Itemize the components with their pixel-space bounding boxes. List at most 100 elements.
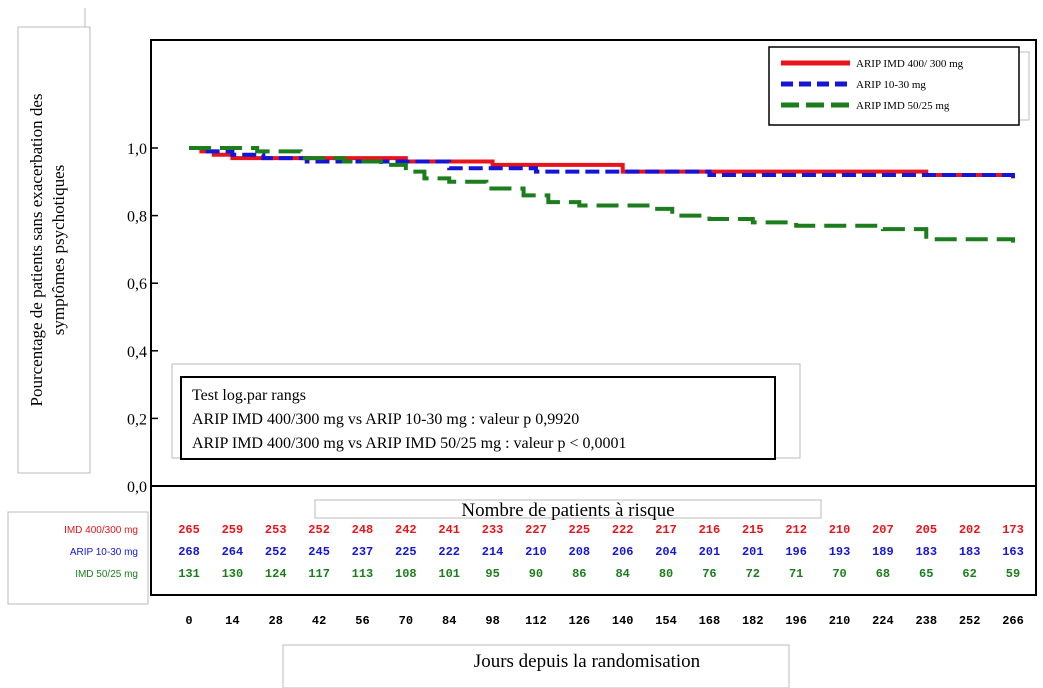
x-tick-label: 112 bbox=[525, 614, 547, 628]
risk-value: 201 bbox=[699, 545, 721, 559]
x-tick-label: 252 bbox=[959, 614, 981, 628]
risk-value: 80 bbox=[659, 567, 673, 581]
risk-value: 210 bbox=[829, 523, 851, 537]
risk-value: 193 bbox=[829, 545, 851, 559]
x-tick-label: 238 bbox=[915, 614, 937, 628]
risk-value: 265 bbox=[178, 523, 200, 537]
x-tick-label: 196 bbox=[785, 614, 807, 628]
risk-value: 207 bbox=[872, 523, 894, 537]
risk-value: 101 bbox=[438, 567, 460, 581]
risk-value: 84 bbox=[615, 567, 629, 581]
y-tick-label: 1,0 bbox=[127, 141, 147, 158]
risk-value: 95 bbox=[485, 567, 499, 581]
risk-value: 70 bbox=[832, 567, 846, 581]
x-axis-ticks: 0 14 28 42 56 70 84 98 112 126 140 154 168 182 196 210 2… bbox=[185, 614, 1023, 628]
y-axis-label-line: Pourcentage de patients sans exacerbatio… bbox=[27, 94, 46, 407]
risk-value: 72 bbox=[746, 567, 760, 581]
y-axis-label-line: symptômes psychotiques bbox=[49, 165, 68, 335]
risk-value: 215 bbox=[742, 523, 764, 537]
legend: ARIP IMD 400/ 300 mg ARIP 10-30 mg ARIP IM… bbox=[781, 58, 964, 112]
risk-value: 248 bbox=[352, 523, 374, 537]
y-tick-label: 0,2 bbox=[127, 411, 147, 428]
x-tick-label: 154 bbox=[655, 614, 677, 628]
x-tick-label: 126 bbox=[569, 614, 591, 628]
stats-line-1: ARIP IMD 400/300 mg vs ARIP 10-30 mg : v… bbox=[192, 411, 579, 428]
risk-value: 130 bbox=[222, 567, 244, 581]
y-tick-label: 0,4 bbox=[127, 344, 147, 361]
risk-value: 183 bbox=[959, 545, 981, 559]
risk-value: 252 bbox=[265, 545, 287, 559]
risk-value: 268 bbox=[178, 545, 200, 559]
risk-value: 252 bbox=[308, 523, 330, 537]
risk-value: 208 bbox=[569, 545, 591, 559]
stats-title: Test log.par rangs bbox=[192, 387, 306, 404]
stats-box bbox=[180, 376, 776, 460]
risk-value: 201 bbox=[742, 545, 764, 559]
plot-frame bbox=[150, 39, 1037, 596]
y-tick-label: 0,0 bbox=[127, 479, 147, 496]
y-tick-label: 0,8 bbox=[127, 209, 147, 226]
risk-value: 124 bbox=[265, 567, 287, 581]
x-tick-label: 168 bbox=[699, 614, 721, 628]
risk-value: 212 bbox=[785, 523, 807, 537]
legend-label: ARIP IMD 400/ 300 mg bbox=[856, 58, 964, 70]
x-tick-label: 70 bbox=[399, 614, 413, 628]
y-axis-label: Pourcentage de patients sans exacerbatio… bbox=[27, 94, 68, 407]
risk-value: 59 bbox=[1006, 567, 1020, 581]
risk-value: 173 bbox=[1002, 523, 1024, 537]
risk-row-label: IMD 50/25 mg bbox=[75, 569, 138, 580]
ylabel-frame bbox=[17, 26, 91, 474]
series-group bbox=[189, 146, 1015, 243]
risk-value: 264 bbox=[222, 545, 244, 559]
risk-value: 68 bbox=[876, 567, 890, 581]
stats-line-2: ARIP IMD 400/300 mg vs ARIP IMD 50/25 mg… bbox=[192, 435, 627, 452]
risk-value: 117 bbox=[308, 567, 330, 581]
risk-value: 233 bbox=[482, 523, 504, 537]
risk-value: 62 bbox=[962, 567, 976, 581]
risk-row-label: ARIP 10-30 mg bbox=[70, 547, 138, 558]
series-line bbox=[189, 146, 1015, 179]
risk-value: 242 bbox=[395, 523, 417, 537]
x-tick-label: 224 bbox=[872, 614, 894, 628]
risk-value: 202 bbox=[959, 523, 981, 537]
x-tick-label: 0 bbox=[185, 614, 192, 628]
legend-box bbox=[768, 46, 1020, 126]
x-tick-label: 84 bbox=[442, 614, 456, 628]
xlabel-frame bbox=[282, 644, 790, 688]
risk-value: 216 bbox=[699, 523, 721, 537]
y-axis-ticks: 1,0 0,8 0,6 0,4 0,2 0,0 bbox=[127, 141, 158, 496]
risk-value: 204 bbox=[655, 545, 677, 559]
x-tick-label: 28 bbox=[269, 614, 283, 628]
risk-value: 237 bbox=[352, 545, 374, 559]
x-tick-label: 182 bbox=[742, 614, 764, 628]
x-axis-label: Jours depuis la randomisation bbox=[474, 651, 701, 672]
risk-value: 241 bbox=[438, 523, 460, 537]
legend-label: ARIP 10-30 mg bbox=[856, 79, 926, 91]
risk-value: 86 bbox=[572, 567, 586, 581]
x-tick-label: 56 bbox=[355, 614, 369, 628]
risk-value: 253 bbox=[265, 523, 287, 537]
y-tick-label: 0,6 bbox=[127, 276, 147, 293]
x-tick-label: 14 bbox=[225, 614, 239, 628]
risk-value: 189 bbox=[872, 545, 894, 559]
x-tick-label: 98 bbox=[485, 614, 499, 628]
risk-value: 76 bbox=[702, 567, 716, 581]
x-tick-label: 266 bbox=[1002, 614, 1024, 628]
risk-value: 225 bbox=[395, 545, 417, 559]
risk-value: 225 bbox=[569, 523, 591, 537]
risk-value: 131 bbox=[178, 567, 200, 581]
risk-value: 205 bbox=[915, 523, 937, 537]
risk-value: 183 bbox=[915, 545, 937, 559]
risk-value: 222 bbox=[612, 523, 634, 537]
risk-value: 259 bbox=[222, 523, 244, 537]
risk-value: 206 bbox=[612, 545, 634, 559]
risk-value: 108 bbox=[395, 567, 417, 581]
risk-table-title: Nombre de patients à risque bbox=[461, 500, 674, 521]
risk-row-label: IMD 400/300 mg bbox=[64, 525, 138, 536]
risk-label-frame bbox=[7, 511, 149, 605]
risk-title-frame bbox=[314, 499, 822, 519]
risk-value: 65 bbox=[919, 567, 933, 581]
risk-value: 90 bbox=[529, 567, 543, 581]
risk-value: 214 bbox=[482, 545, 504, 559]
